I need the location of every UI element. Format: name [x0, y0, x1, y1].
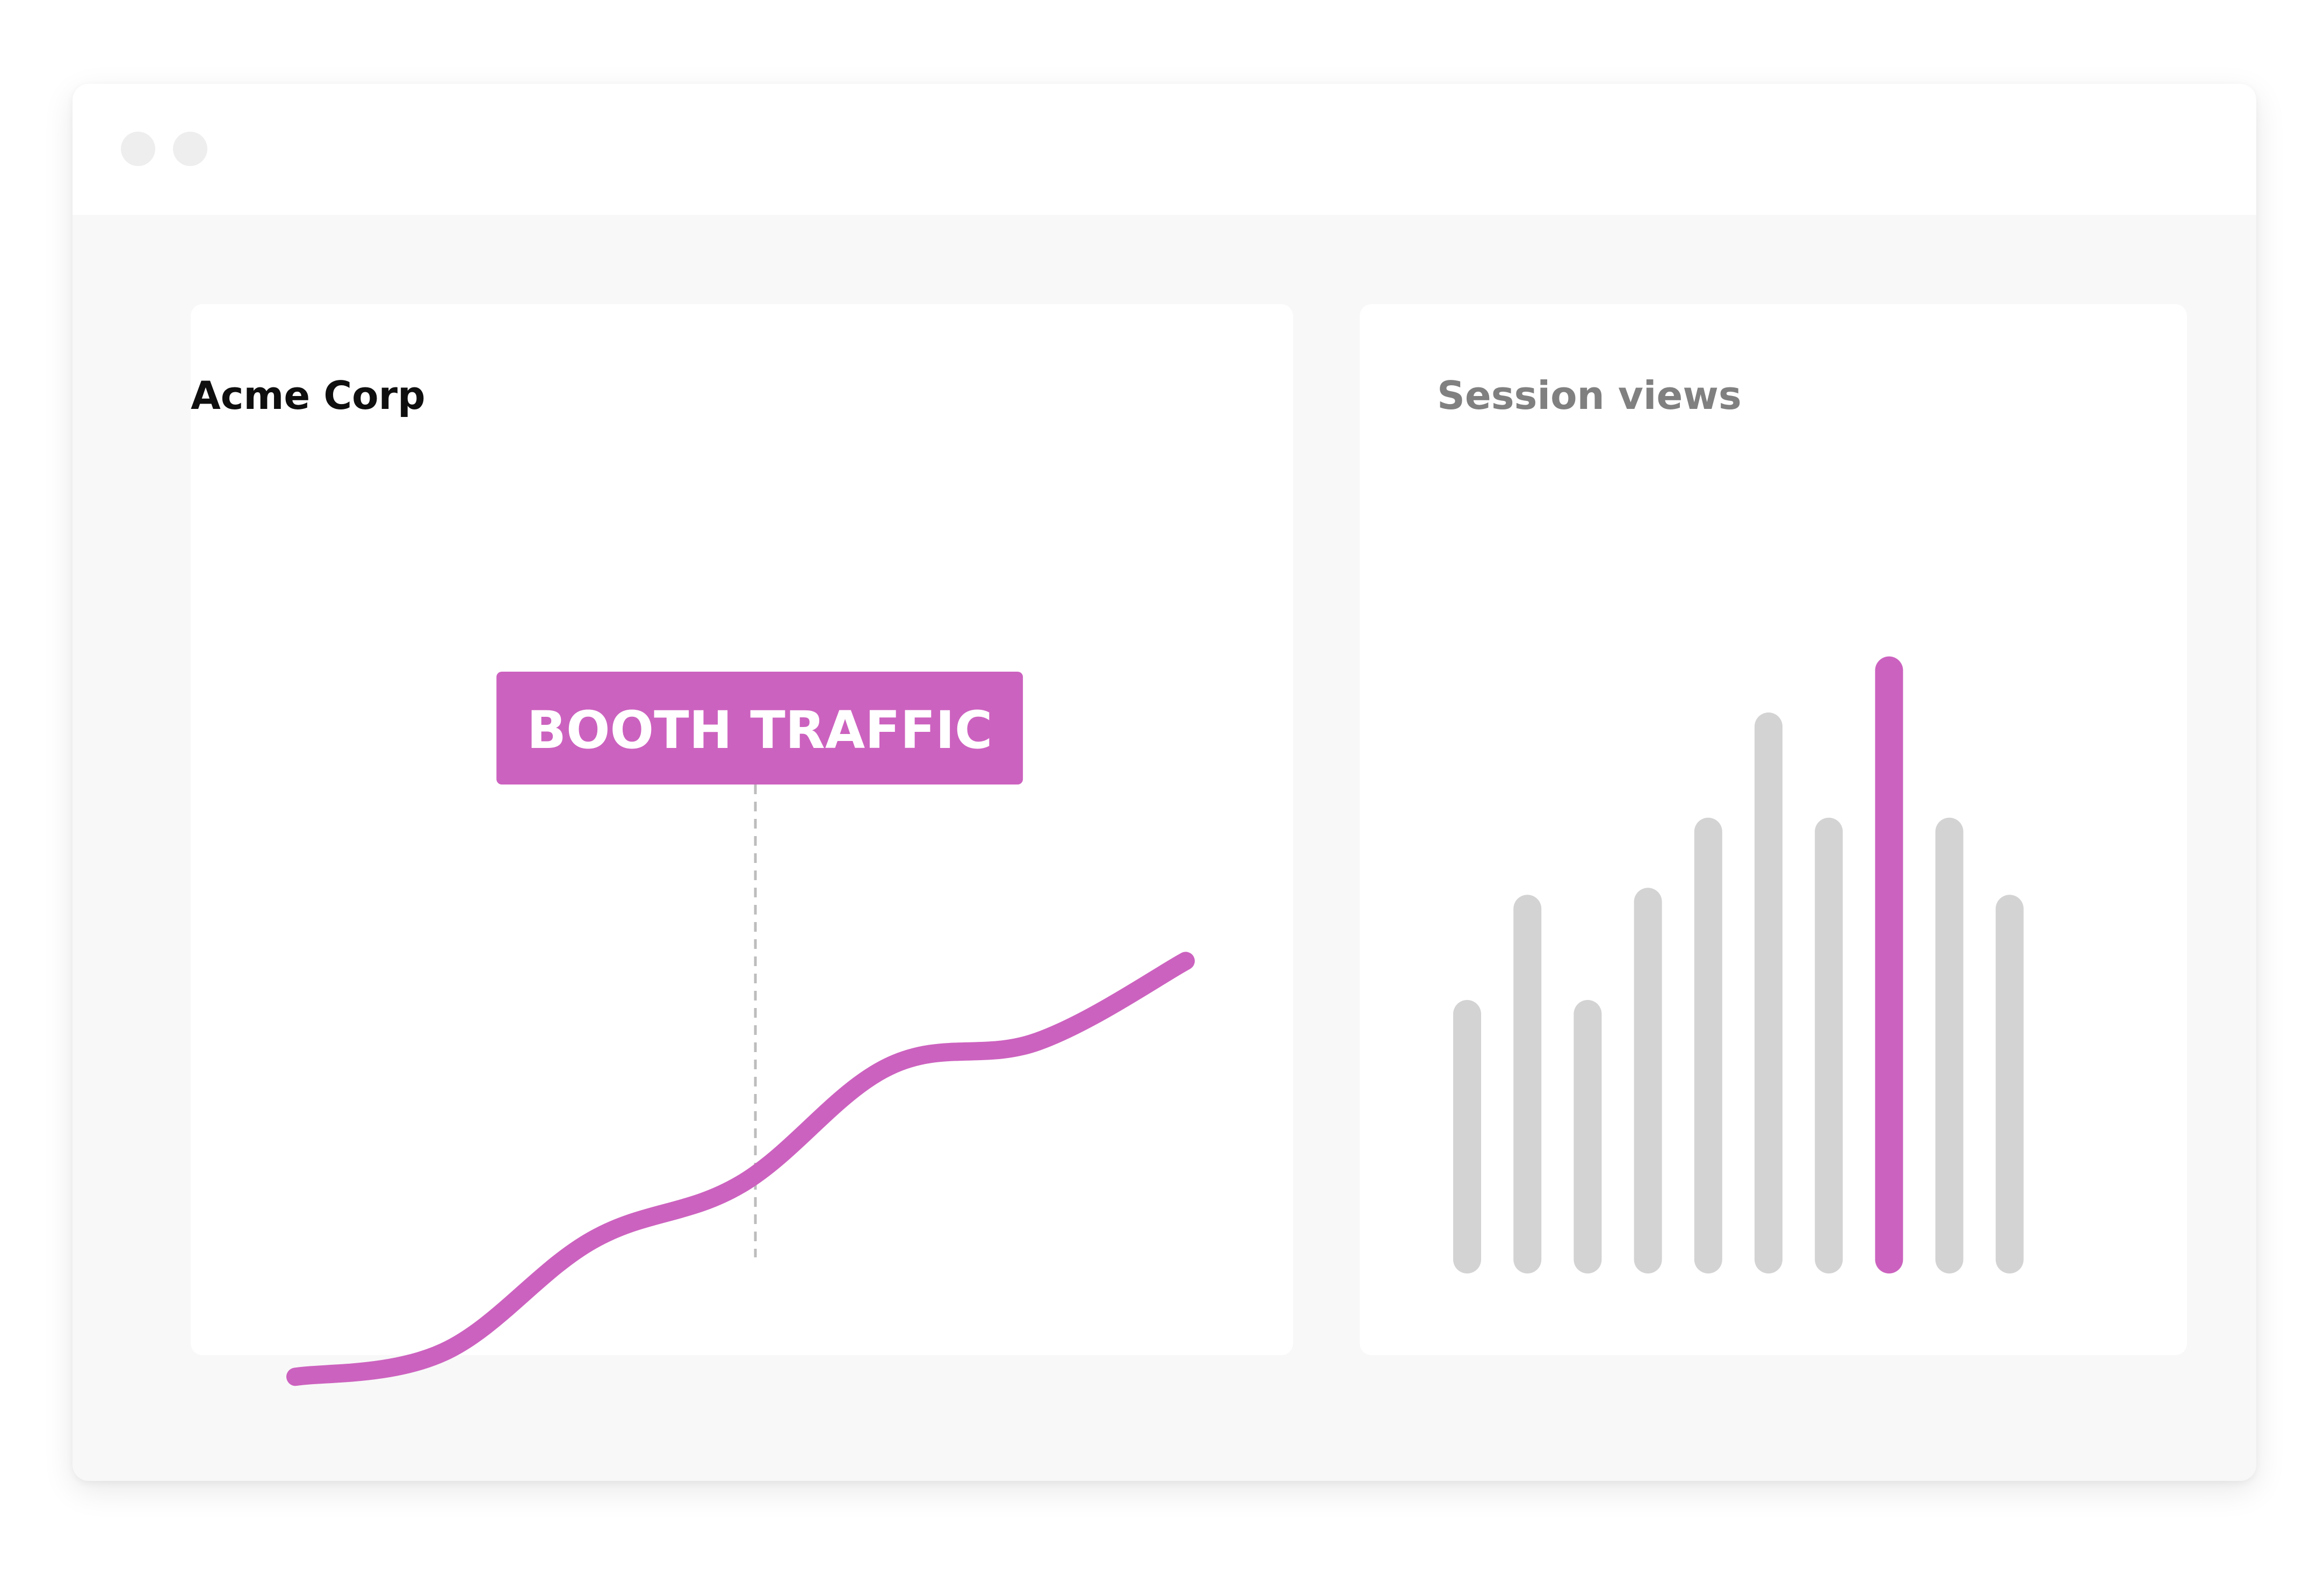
line-chart: BOOTH TRAFFIC: [286, 672, 1195, 1386]
bar[interactable]: [1815, 817, 1843, 1273]
bar[interactable]: [1995, 895, 2024, 1273]
bar[interactable]: [1935, 817, 1964, 1273]
bar-highlighted[interactable]: [1875, 656, 1903, 1273]
bar[interactable]: [1453, 1000, 1481, 1273]
card-title-session-views: Session views: [1437, 373, 1742, 418]
card-title-acme-corp: Acme Corp: [191, 373, 425, 418]
bar[interactable]: [1694, 817, 1722, 1273]
annotation-tag-label: BOOTH TRAFFIC: [527, 700, 993, 760]
window-control-dot-icon[interactable]: [121, 132, 155, 166]
bar-chart: [1453, 656, 2024, 1273]
bar[interactable]: [1634, 888, 1662, 1273]
bar[interactable]: [1513, 895, 1542, 1273]
window-control-dot-icon[interactable]: [173, 132, 207, 166]
bar[interactable]: [1574, 1000, 1602, 1273]
annotation-tag[interactable]: [496, 672, 1023, 784]
bar[interactable]: [1755, 712, 1782, 1273]
series-line: [286, 952, 1195, 1386]
window-titlebar: [73, 84, 2256, 215]
